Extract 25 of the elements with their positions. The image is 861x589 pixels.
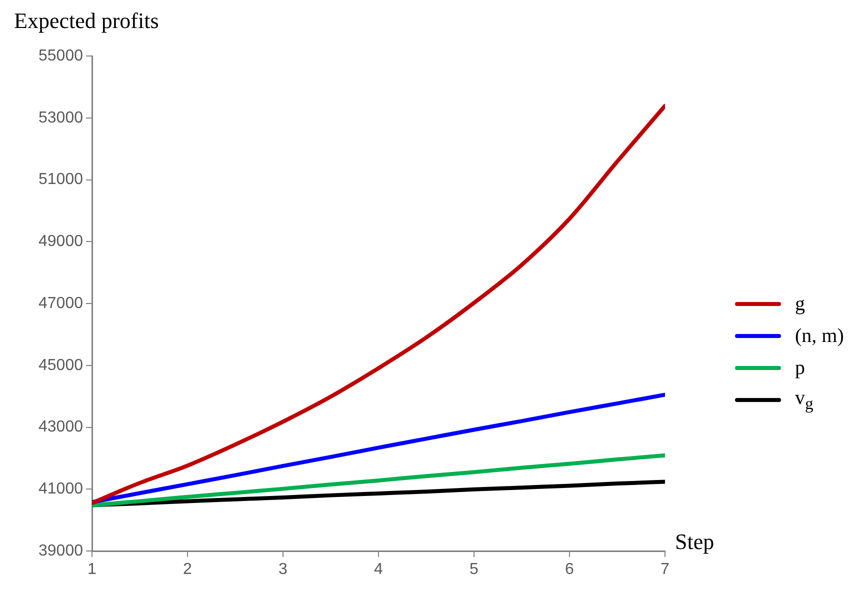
x-tick-label: 1 [88,561,97,578]
line-series [92,104,665,506]
y-tick-label: 43000 [38,418,84,436]
legend-label: v$_{g}$ [795,386,814,414]
legend-label: p [795,356,805,380]
y-tick-label: 51000 [38,171,84,188]
y-tick-label: 53000 [38,109,84,126]
x-tick-label: 3 [278,561,288,578]
y-tick-label: 39000 [38,542,84,560]
legend-label: (n, m) [795,324,844,348]
x-tick-label: 4 [374,561,384,578]
y-tick-label: 41000 [38,480,84,498]
x-tick-label: 2 [183,561,192,578]
y-tick-label: 55000 [38,47,84,64]
legend-label: g [795,292,805,316]
line-series [92,453,665,508]
line-series [92,392,665,504]
y-tick-label: 45000 [38,356,84,374]
x-axis-title: Step [675,529,714,554]
y-tick-label: 49000 [38,233,84,250]
x-tick-label: 7 [660,561,670,578]
x-tick-label: 6 [565,561,574,578]
y-tick-label: 47000 [38,294,84,312]
x-tick-label: 5 [470,561,479,578]
y-axis-title: Expected profits [14,8,159,33]
